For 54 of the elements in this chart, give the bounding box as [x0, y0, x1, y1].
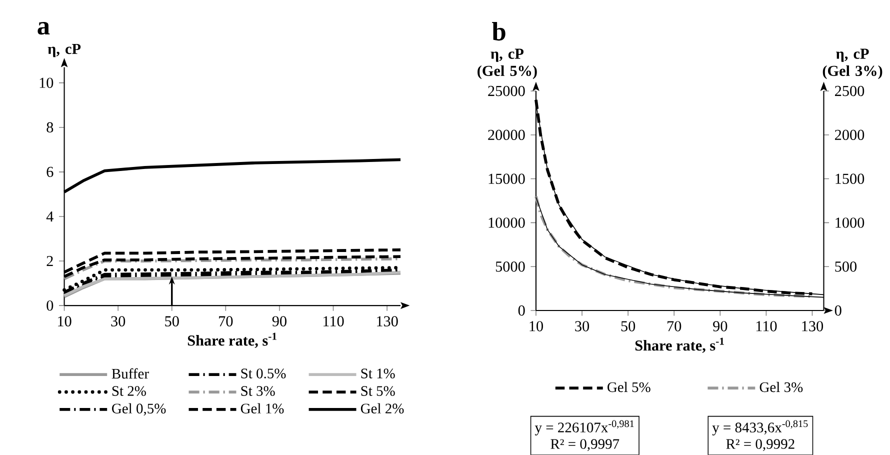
y2-tick-label: 500	[835, 262, 857, 272]
legend-label: Gel 5%	[608, 382, 650, 392]
y2-tick-label: 1500	[836, 174, 864, 184]
legend-label: St 0.5%	[241, 368, 286, 378]
y-tick-label: 8	[46, 122, 54, 133]
x-tick-label: 30	[111, 316, 126, 326]
y2-tick-label: 2000	[835, 130, 864, 140]
text: R² = 0,9997	[550, 439, 620, 452]
legend-label: St 2%	[112, 386, 146, 396]
x-tick-label: 50	[165, 316, 179, 326]
y-tick-label: 4	[46, 212, 54, 222]
x-tick-label: 130	[802, 321, 824, 332]
text: y = 8433,6x$^{-0,815}$	[712, 420, 808, 436]
x-tick-label: 110	[323, 316, 344, 326]
x-tick-label: 90	[272, 316, 286, 326]
y-tick-label: 20000	[488, 130, 525, 140]
x-tick-label: 90	[713, 321, 728, 332]
x-tick-label: 50	[621, 321, 636, 332]
chart-title: a	[38, 22, 50, 35]
x-tick-label: 70	[668, 321, 682, 332]
y2-tick-label: 2500	[835, 86, 864, 96]
legend-label: Gel 1%	[240, 403, 284, 414]
y-axis-title: η, cP	[48, 44, 81, 58]
legend-label: Gel 3%	[760, 382, 803, 392]
x-tick-label: 30	[575, 321, 590, 332]
y-tick-label: 0	[518, 305, 525, 316]
y-tick-label: 0	[46, 300, 54, 311]
y-tick-label: 25000	[488, 86, 525, 96]
text: R² = 0,9992	[726, 439, 794, 452]
y2-tick-label: 1000	[836, 218, 864, 228]
legend-label: St 1%	[361, 368, 395, 378]
x-tick-label: 10	[58, 316, 72, 326]
x-tick-label: 110	[756, 321, 777, 332]
x-tick-label: 70	[219, 316, 233, 326]
legend-label: St 5%	[361, 386, 395, 396]
legend-label: Gel 2%	[360, 403, 404, 414]
y-tick-label: 5000	[496, 262, 525, 272]
y-tick-label: 10000	[488, 218, 525, 228]
y-tick-label: 15000	[488, 174, 525, 184]
legend-label: Gel 0,5%	[112, 403, 166, 416]
y-tick-label: 2	[46, 256, 53, 266]
legend-label: St 3%	[241, 386, 275, 396]
y2-axis-title: η, cP (Gel 3%)	[822, 48, 882, 80]
y-tick-label: 10	[40, 78, 54, 88]
y2-tick-label: 0	[834, 305, 842, 316]
x-tick-label: 10	[530, 321, 543, 332]
y-tick-label: 6	[46, 166, 54, 178]
text: y = 226107x$^{-0,981}$	[534, 420, 634, 436]
legend-label: Buffer	[112, 368, 149, 379]
y-axis-title: η, cP (Gel 5%)	[478, 48, 537, 80]
x-axis-title: Share rate, s$^{-1}$	[188, 332, 276, 348]
x-tick-label: 130	[377, 316, 398, 326]
x-axis-title: Share rate, s$^{-1}$	[635, 338, 724, 353]
chart-title: b	[492, 22, 506, 41]
